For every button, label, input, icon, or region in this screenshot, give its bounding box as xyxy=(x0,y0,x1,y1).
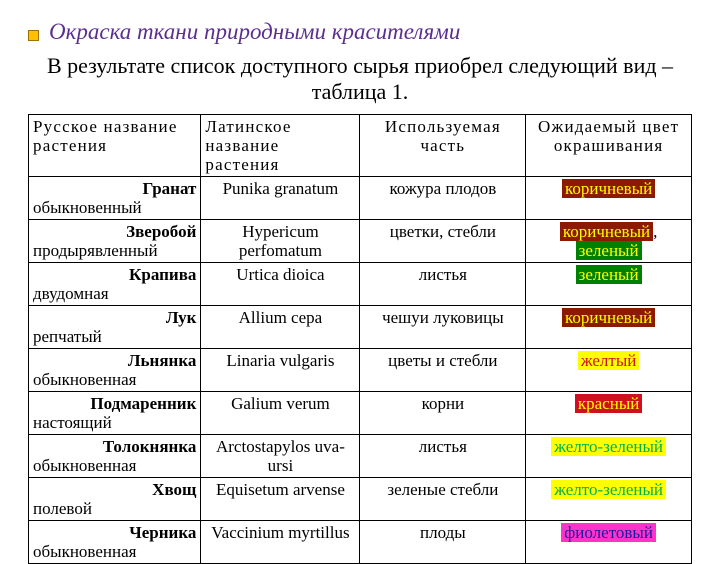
cell-part: листья xyxy=(360,262,526,305)
cell-latin: Equisetum arvense xyxy=(201,478,360,521)
color-highlight: желто-зеленый xyxy=(551,480,666,499)
header-latin: Латинское название растения xyxy=(201,114,360,176)
table-body: ГранатобыкновенныйPunika granatumкожура … xyxy=(29,176,692,564)
title-row: Окраска ткани природными красителями xyxy=(28,18,692,47)
cell-color: желто-зеленый xyxy=(526,435,692,478)
table-row: ЗверобойпродырявленныйHypericum perfomat… xyxy=(29,219,692,262)
color-highlight: коричневый xyxy=(562,308,655,327)
cell-part: чешуи луковицы xyxy=(360,305,526,348)
table-row: ГранатобыкновенныйPunika granatumкожура … xyxy=(29,176,692,219)
russian-name-bottom: репчатый xyxy=(33,327,196,346)
russian-name-top: Толокнянка xyxy=(33,437,196,456)
cell-russian: Лукрепчатый xyxy=(29,305,201,348)
cell-part: плоды xyxy=(360,521,526,564)
cell-russian: Крапивадвудомная xyxy=(29,262,201,305)
russian-name-top: Подмаренник xyxy=(33,394,196,413)
russian-name-top: Льнянка xyxy=(33,351,196,370)
russian-name-top: Зверобой xyxy=(33,222,196,241)
cell-russian: Хвощполевой xyxy=(29,478,201,521)
cell-russian: Толокнянкаобыкновенная xyxy=(29,435,201,478)
cell-latin: Punika granatum xyxy=(201,176,360,219)
russian-name-top: Крапива xyxy=(33,265,196,284)
header-part: Используемая часть xyxy=(360,114,526,176)
cell-latin: Allium cepa xyxy=(201,305,360,348)
cell-latin: Urtica dioica xyxy=(201,262,360,305)
cell-russian: Зверобойпродырявленный xyxy=(29,219,201,262)
slide-title: Окраска ткани природными красителями xyxy=(49,18,460,47)
cell-russian: Подмаренникнастоящий xyxy=(29,391,201,434)
russian-name-bottom: настоящий xyxy=(33,413,196,432)
color-highlight: коричневый xyxy=(560,222,653,241)
cell-color: фиолетовый xyxy=(526,521,692,564)
cell-color: коричневый xyxy=(526,305,692,348)
russian-name-bottom: обыкновенная xyxy=(33,456,196,475)
color-highlight: красный xyxy=(575,394,642,413)
cell-color: красный xyxy=(526,391,692,434)
header-color: Ожидаемый цвет окрашивания xyxy=(526,114,692,176)
slide-subtitle: В результате список доступного сырья при… xyxy=(28,53,692,106)
table-header-row: Русское название растения Латинское назв… xyxy=(29,114,692,176)
cell-latin: Galium verum xyxy=(201,391,360,434)
cell-part: зеленые стебли xyxy=(360,478,526,521)
table-row: ПодмаренникнастоящийGalium verumкорникра… xyxy=(29,391,692,434)
russian-name-bottom: обыкновенная xyxy=(33,370,196,389)
cell-part: корни xyxy=(360,391,526,434)
cell-latin: Vaccinium myrtillus xyxy=(201,521,360,564)
russian-name-bottom: двудомная xyxy=(33,284,196,303)
cell-part: кожура плодов xyxy=(360,176,526,219)
color-highlight: коричневый xyxy=(562,179,655,198)
table-row: ЛукрепчатыйAllium cepaчешуи луковицыкори… xyxy=(29,305,692,348)
cell-part: листья xyxy=(360,435,526,478)
table-row: ТолокнянкаобыкновеннаяArctostapylos uva-… xyxy=(29,435,692,478)
russian-name-top: Гранат xyxy=(33,179,196,198)
cell-russian: Черникаобыкновенная xyxy=(29,521,201,564)
color-highlight: желтый xyxy=(578,351,640,370)
header-russian: Русское название растения xyxy=(29,114,201,176)
russian-name-bottom: продырявленный xyxy=(33,241,196,260)
bullet-icon xyxy=(28,30,39,41)
russian-name-bottom: обыкновенная xyxy=(33,542,196,561)
color-highlight: зеленый xyxy=(576,265,642,284)
cell-latin: Hypericum perfomatum xyxy=(201,219,360,262)
cell-color: зеленый xyxy=(526,262,692,305)
russian-name-top: Черника xyxy=(33,523,196,542)
russian-name-bottom: обыкновенный xyxy=(33,198,196,217)
color-highlight: зеленый xyxy=(576,241,642,260)
cell-color: желтый xyxy=(526,348,692,391)
table-row: КрапивадвудомнаяUrtica dioicaлистьязелен… xyxy=(29,262,692,305)
cell-part: цветы и стебли xyxy=(360,348,526,391)
cell-russian: Гранатобыкновенный xyxy=(29,176,201,219)
cell-latin: Linaria vulgaris xyxy=(201,348,360,391)
russian-name-top: Хвощ xyxy=(33,480,196,499)
table-row: ХвощполевойEquisetum arvenseзеленые стеб… xyxy=(29,478,692,521)
cell-russian: Льнянкаобыкновенная xyxy=(29,348,201,391)
color-highlight: фиолетовый xyxy=(561,523,656,542)
table-row: ЧерникаобыкновеннаяVaccinium myrtillusпл… xyxy=(29,521,692,564)
table-row: ЛьнянкаобыкновеннаяLinaria vulgarisцветы… xyxy=(29,348,692,391)
cell-color: коричневый xyxy=(526,176,692,219)
cell-latin: Arctostapylos uva-ursi xyxy=(201,435,360,478)
russian-name-top: Лук xyxy=(33,308,196,327)
cell-part: цветки, стебли xyxy=(360,219,526,262)
cell-color: желто-зеленый xyxy=(526,478,692,521)
plants-table: Русское название растения Латинское назв… xyxy=(28,114,692,564)
color-highlight: желто-зеленый xyxy=(551,437,666,456)
russian-name-bottom: полевой xyxy=(33,499,196,518)
cell-color: коричневый, зеленый xyxy=(526,219,692,262)
